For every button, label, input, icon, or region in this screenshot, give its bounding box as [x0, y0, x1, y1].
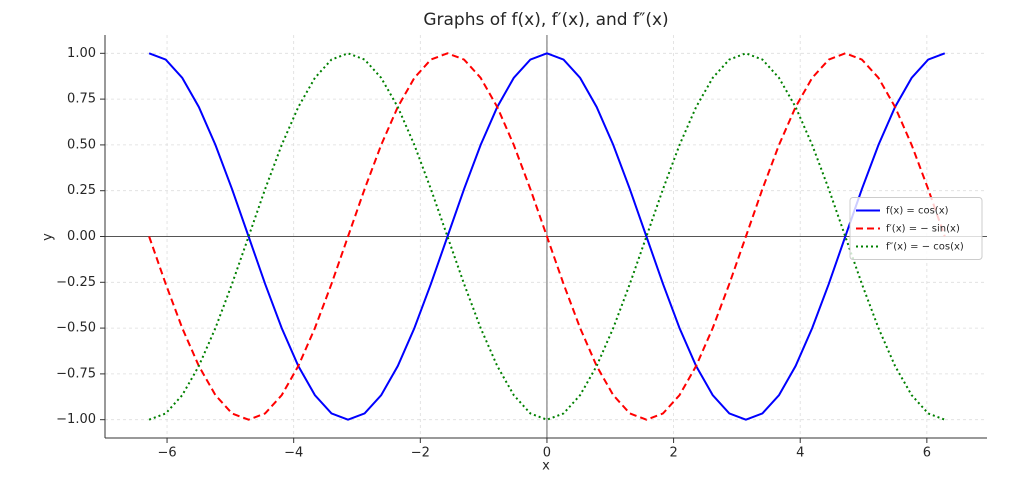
series-line — [148, 52, 946, 421]
y-tick-label: 0.75 — [67, 92, 96, 107]
x-tick-label: 4 — [796, 446, 804, 461]
legend-label: f(x) = cos(x) — [886, 206, 949, 217]
chart-title: Graphs of f(x), f′(x), and f″(x) — [423, 10, 668, 30]
x-tick-label: −6 — [157, 446, 176, 461]
x-tick-label: 2 — [669, 446, 677, 461]
x-axis-label: x — [542, 459, 550, 474]
y-tick-label: −0.50 — [56, 321, 96, 336]
legend: f(x) = cos(x) f′(x) = − sin(x) f″(x) = − c… — [849, 197, 983, 260]
y-tick-label: 0.50 — [67, 137, 96, 152]
x-tick-label: 0 — [543, 446, 551, 461]
y-axis-label: y — [41, 233, 56, 241]
series-line — [148, 52, 946, 421]
x-tick-label: −2 — [411, 446, 430, 461]
y-tick-label: −0.75 — [56, 366, 96, 381]
series-line — [148, 52, 946, 421]
x-tick-label: 6 — [923, 446, 931, 461]
y-tick-label: 0.25 — [67, 183, 96, 198]
y-tick-label: −0.25 — [56, 275, 96, 290]
y-tick-label: 0.00 — [67, 229, 96, 244]
legend-label: f′(x) = − sin(x) — [886, 224, 960, 235]
y-tick-label: 1.00 — [67, 46, 96, 61]
legend-label: f″(x) = − cos(x) — [886, 242, 964, 253]
y-tick-label: −1.00 — [56, 412, 96, 427]
x-tick-label: −4 — [284, 446, 303, 461]
legend-box — [849, 197, 983, 260]
